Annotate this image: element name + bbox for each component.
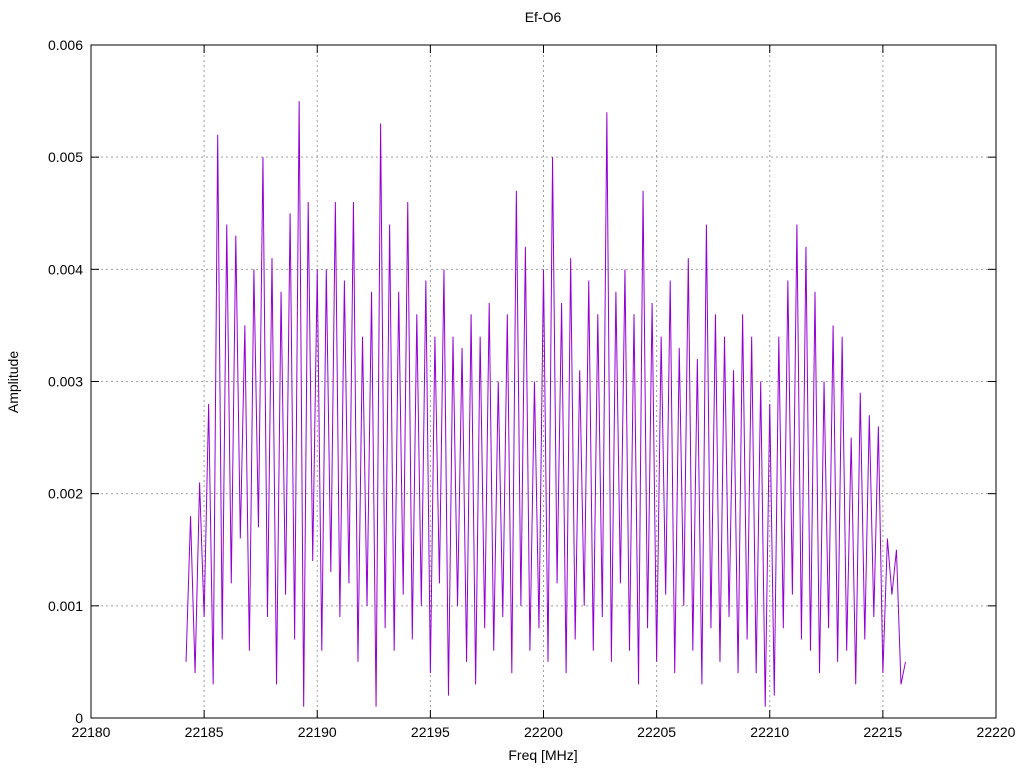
y-tick-label: 0.004: [48, 261, 83, 277]
x-tick-label: 22185: [185, 724, 224, 740]
y-tick-label: 0.006: [48, 37, 83, 53]
y-tick-label: 0.003: [48, 374, 83, 390]
plot-frame: [90, 44, 997, 719]
x-tick-label: 22205: [637, 724, 676, 740]
chart-title: Ef-O6: [525, 9, 562, 25]
y-axis-label: Amplitude: [5, 351, 21, 413]
y-tick-label: 0.002: [48, 486, 83, 502]
x-tick-label: 22220: [977, 724, 1016, 740]
data-line: [185, 101, 906, 707]
y-tick-label: 0: [75, 710, 83, 726]
x-axis-label: Freq [MHz]: [508, 747, 577, 763]
y-tick-label: 0.005: [48, 149, 83, 165]
x-tick-label: 22210: [750, 724, 789, 740]
x-tick-label: 22180: [72, 724, 111, 740]
x-tick-label: 22190: [298, 724, 337, 740]
y-tick-label: 0.001: [48, 598, 83, 614]
x-tick-label: 22215: [863, 724, 902, 740]
x-tick-label: 22200: [524, 724, 563, 740]
x-tick-label: 22195: [411, 724, 450, 740]
